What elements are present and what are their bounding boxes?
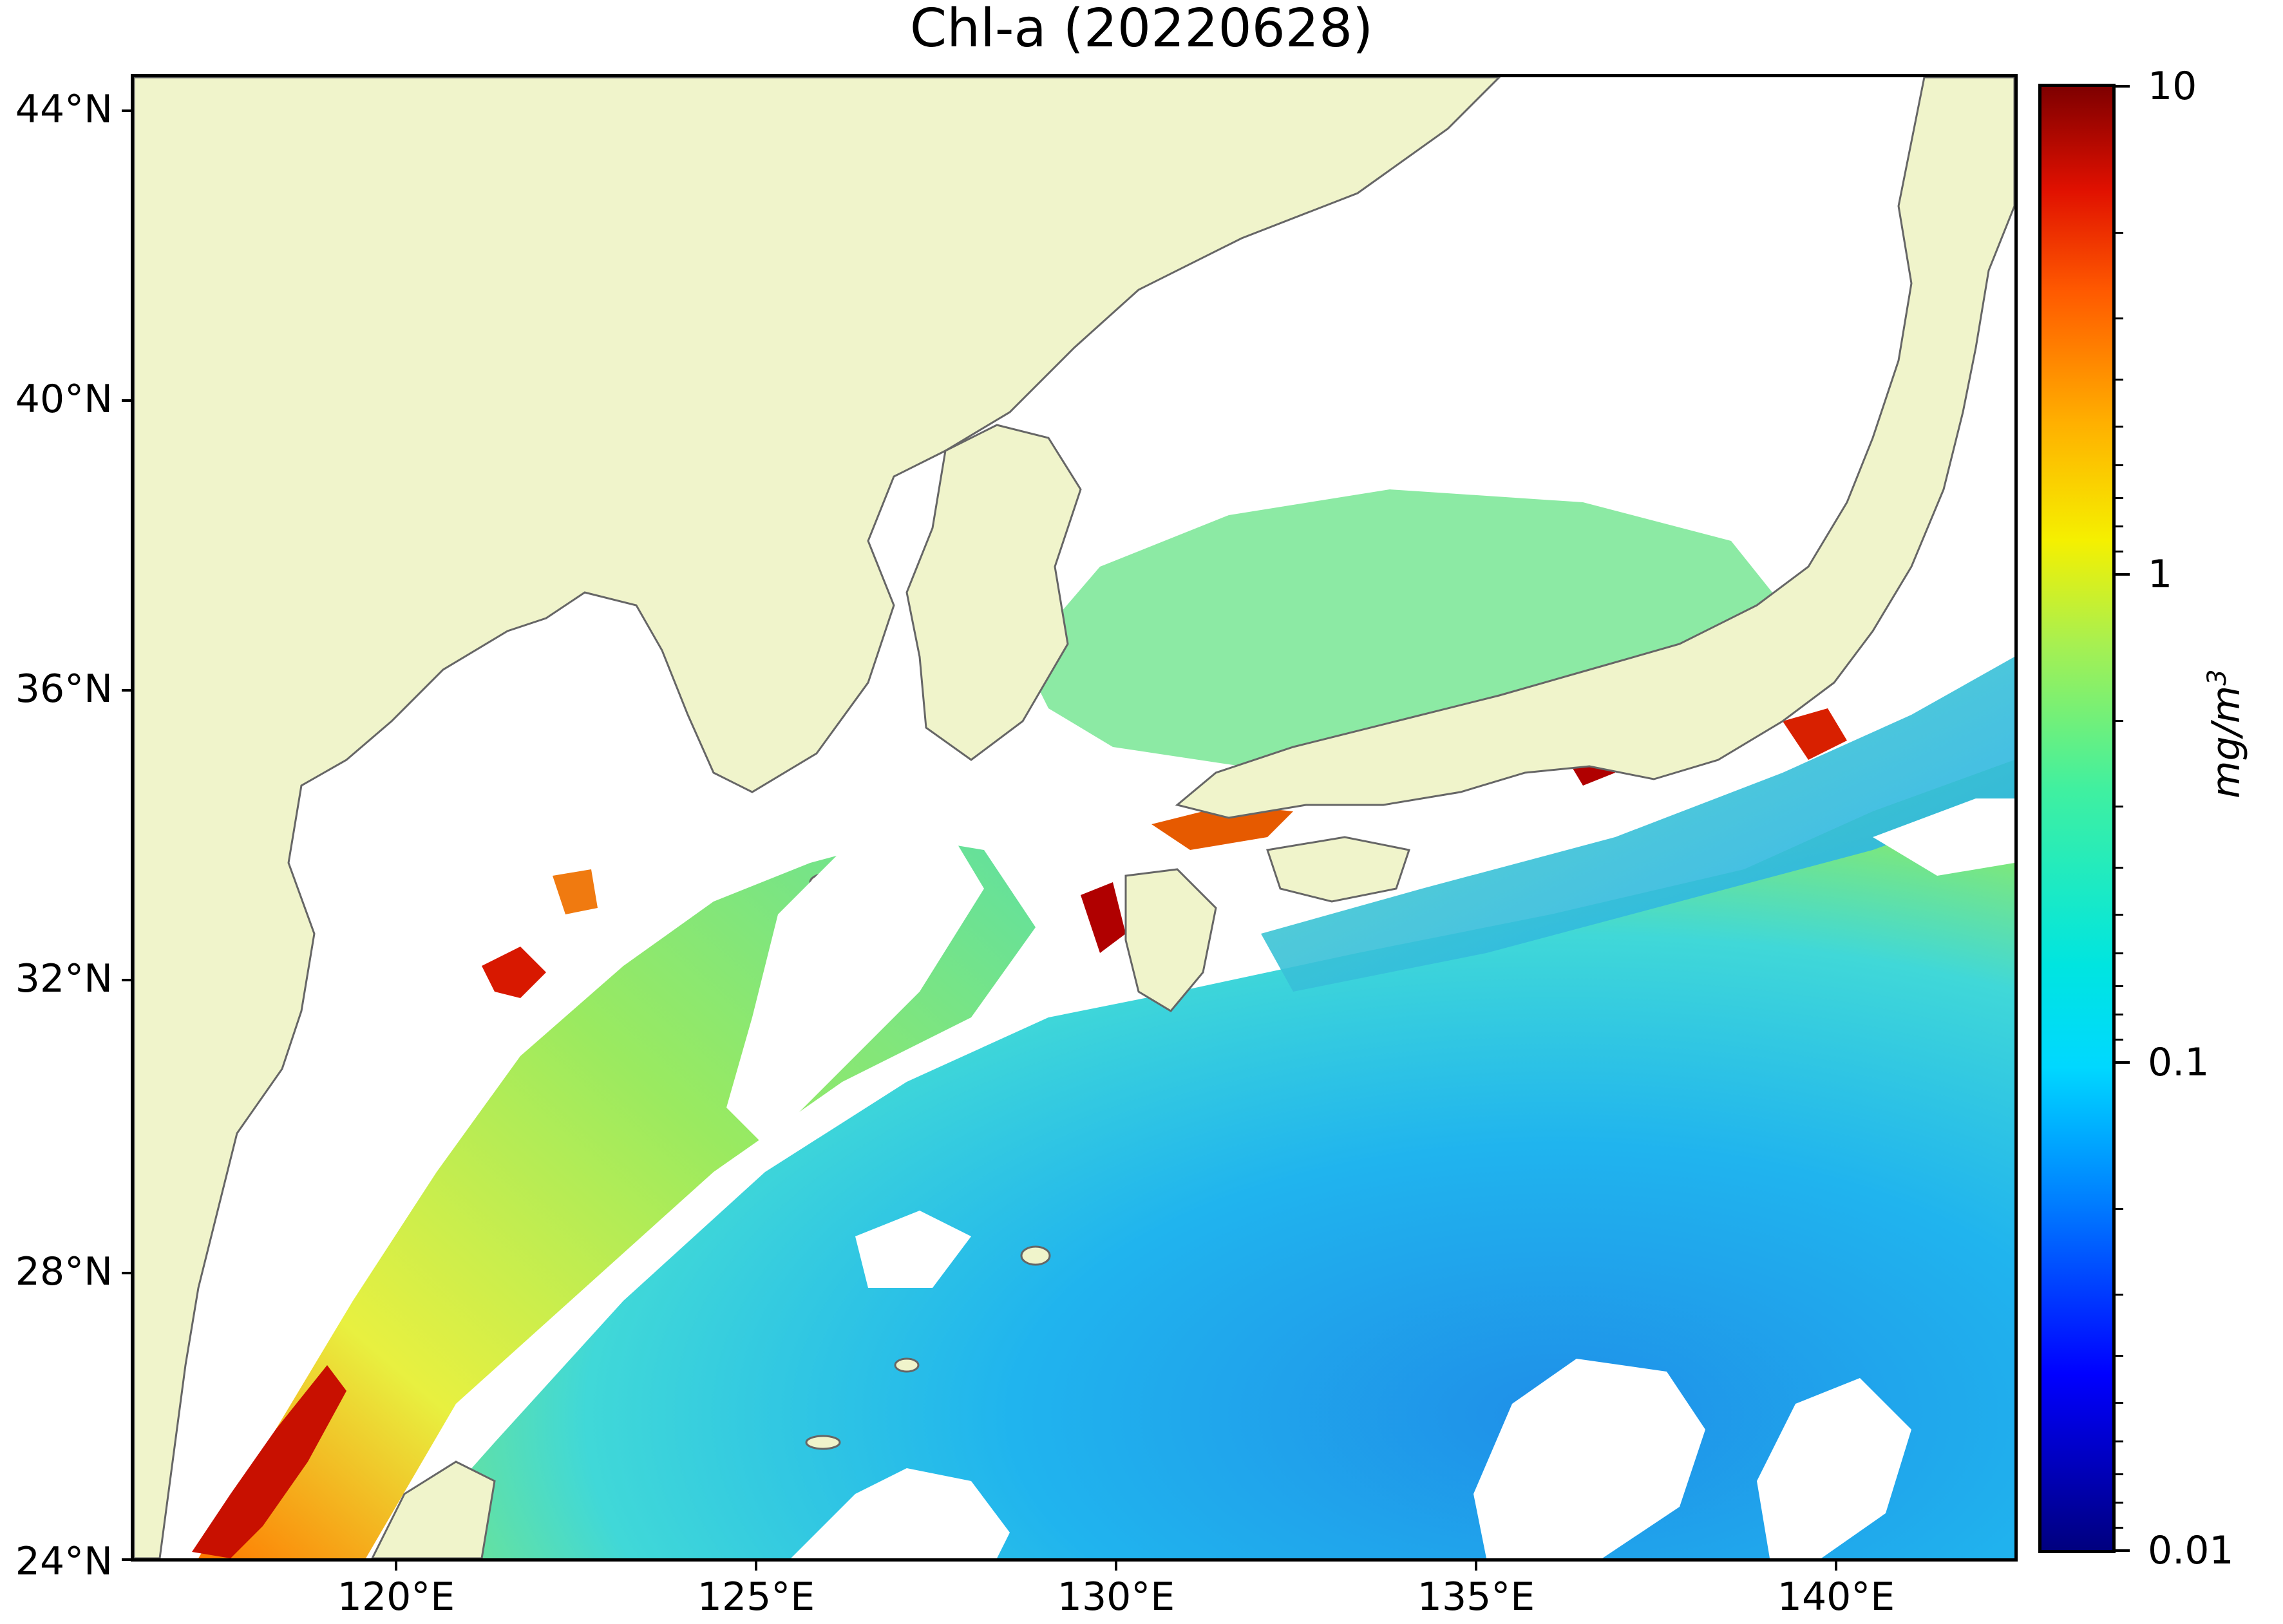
land-japan bbox=[1175, 77, 2014, 819]
colorbar-minor-tick bbox=[2116, 985, 2123, 987]
coastal-bloom-tokyo bbox=[1783, 708, 1847, 760]
colorbar-minor-tick bbox=[2116, 914, 2123, 916]
lon-label-125e: 125°E bbox=[697, 1574, 815, 1619]
colorbar-minor-tick bbox=[2116, 1294, 2123, 1296]
island-okinawa bbox=[805, 1435, 841, 1450]
coastal-bloom-seto bbox=[1151, 805, 1293, 850]
lon-label-135e: 135°E bbox=[1417, 1574, 1535, 1619]
lon-tick bbox=[1115, 1562, 1117, 1571]
colorbar-minor-tick bbox=[2116, 867, 2123, 869]
lat-label-32n: 32°N bbox=[15, 956, 113, 1001]
land-taiwan bbox=[371, 1460, 496, 1558]
land-shikoku bbox=[1266, 836, 1410, 903]
colorbar-minor-tick bbox=[2116, 232, 2123, 234]
island-ryukyu-1 bbox=[1020, 1245, 1051, 1266]
colorbar-unit-text: mg/m bbox=[2204, 685, 2249, 798]
colorbar bbox=[2038, 84, 2116, 1553]
map-title: Chl-a (20220628) bbox=[909, 0, 1374, 59]
lon-tick bbox=[1475, 1562, 1477, 1571]
colorbar-minor-tick bbox=[2116, 952, 2123, 954]
colorbar-minor-tick bbox=[2116, 1473, 2123, 1475]
colorbar-minor-tick bbox=[2116, 1039, 2123, 1041]
lon-label-120e: 120°E bbox=[337, 1574, 455, 1619]
lon-tick bbox=[755, 1562, 757, 1571]
colorbar-unit-label: mg/m3 bbox=[2202, 669, 2249, 798]
lon-tick bbox=[1835, 1562, 1837, 1571]
colorbar-tick bbox=[2116, 1549, 2130, 1552]
colorbar-minor-tick bbox=[2116, 464, 2123, 466]
lat-label-28n: 28°N bbox=[15, 1249, 113, 1294]
colorbar-minor-tick bbox=[2116, 1014, 2123, 1015]
colorbar-label-1: 1 bbox=[2148, 552, 2173, 597]
no-data-cloud-3 bbox=[1873, 798, 2014, 876]
lat-tick bbox=[122, 109, 131, 112]
colorbar-minor-tick bbox=[2116, 379, 2123, 381]
land-korea bbox=[905, 424, 1082, 761]
colorbar-label-10: 10 bbox=[2148, 64, 2197, 109]
lat-tick bbox=[122, 399, 131, 402]
colorbar-minor-tick bbox=[2116, 1355, 2123, 1357]
island-ryukyu-2 bbox=[894, 1357, 920, 1373]
no-data-cloud-4 bbox=[791, 1468, 1010, 1558]
map-canvas bbox=[134, 77, 2014, 1558]
colorbar-unit-superscript: 3 bbox=[2202, 669, 2232, 686]
colorbar-minor-tick bbox=[2116, 1502, 2123, 1504]
coastal-bloom-yellow-sea-2 bbox=[553, 869, 598, 914]
coastal-bloom-kyushu bbox=[1081, 882, 1126, 953]
no-data-cloud-1 bbox=[1473, 1359, 1705, 1558]
colorbar-minor-tick bbox=[2116, 525, 2123, 527]
lon-label-130e: 130°E bbox=[1057, 1574, 1175, 1619]
colorbar-minor-tick bbox=[2116, 317, 2123, 319]
colorbar-minor-tick bbox=[2116, 1402, 2123, 1404]
colorbar-minor-tick bbox=[2116, 1208, 2123, 1210]
colorbar-minor-tick bbox=[2116, 720, 2123, 722]
colorbar-minor-tick bbox=[2116, 1440, 2123, 1442]
lat-label-44n: 44°N bbox=[15, 87, 113, 132]
colorbar-tick bbox=[2116, 573, 2130, 576]
lon-label-140e: 140°E bbox=[1777, 1574, 1895, 1619]
colorbar-minor-tick bbox=[2116, 1527, 2123, 1529]
colorbar-tick bbox=[2116, 1061, 2130, 1064]
colorbar-minor-tick bbox=[2116, 497, 2123, 499]
no-data-cloud-6 bbox=[855, 1211, 971, 1288]
pacific-coastal-band bbox=[1261, 657, 2014, 992]
lat-tick bbox=[122, 1272, 131, 1274]
no-data-cloud-5 bbox=[726, 824, 984, 1146]
lat-tick bbox=[122, 979, 131, 981]
colorbar-label-0-1: 0.1 bbox=[2148, 1040, 2210, 1085]
lat-tick bbox=[122, 1558, 131, 1561]
colorbar-label-0-01: 0.01 bbox=[2148, 1528, 2234, 1573]
coastal-bloom-south-china bbox=[192, 1365, 346, 1558]
colorbar-tick bbox=[2116, 85, 2130, 88]
lon-tick bbox=[395, 1562, 397, 1571]
colorbar-minor-tick bbox=[2116, 426, 2123, 428]
colorbar-minor-tick bbox=[2116, 551, 2123, 552]
map-panel bbox=[131, 74, 2018, 1562]
land-asia bbox=[134, 77, 1501, 1558]
colorbar-minor-tick bbox=[2116, 806, 2123, 807]
lat-label-36n: 36°N bbox=[15, 666, 113, 712]
ocean-chlorophyll bbox=[392, 760, 2014, 1558]
lat-label-40n: 40°N bbox=[15, 377, 113, 422]
lat-label-24n: 24°N bbox=[15, 1539, 113, 1584]
lat-tick bbox=[122, 689, 131, 692]
no-data-cloud-2 bbox=[1757, 1378, 1911, 1558]
land-kyushu bbox=[1124, 868, 1217, 1012]
coastal-bloom-yellow-sea bbox=[482, 947, 546, 998]
